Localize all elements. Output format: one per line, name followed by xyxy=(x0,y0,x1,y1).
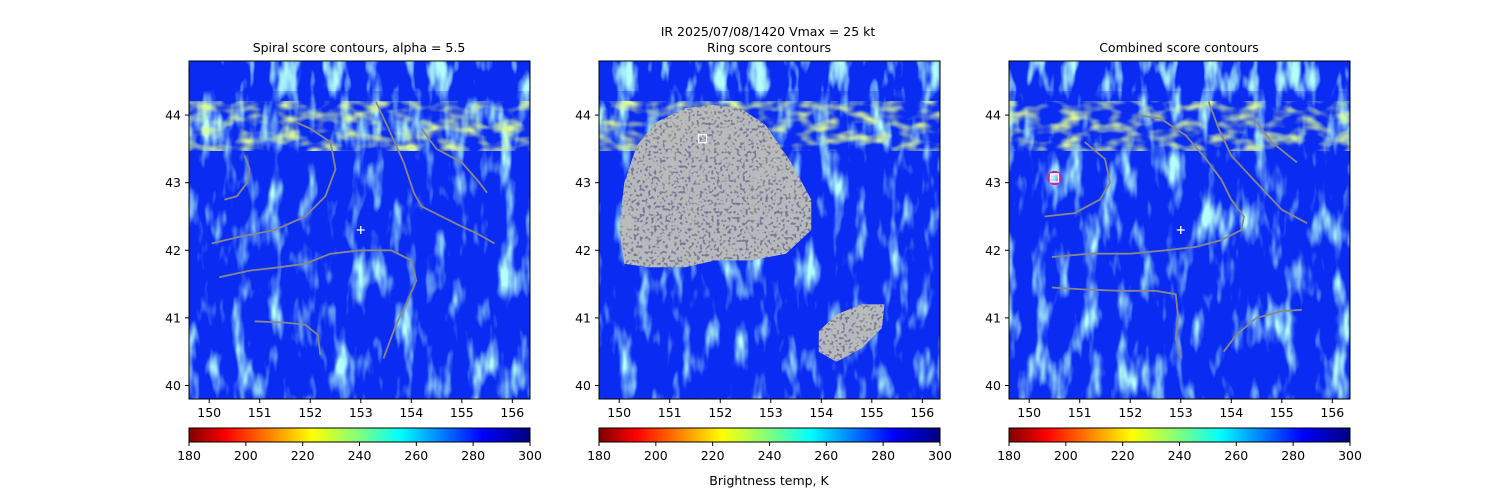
y-tick-label: 44 xyxy=(575,108,591,123)
x-tick-label: 152 xyxy=(708,405,732,420)
colorbar-tick-label: 240 xyxy=(758,448,782,463)
x-tick-label: 154 xyxy=(399,405,423,420)
ring-contour-stipple xyxy=(818,304,885,362)
panel-title: Spiral score contours, alpha = 5.5 xyxy=(253,40,466,55)
score-contour xyxy=(254,320,322,356)
x-tick-label: 150 xyxy=(197,405,221,420)
score-contour xyxy=(420,128,488,194)
x-tick-label: 154 xyxy=(1219,405,1243,420)
y-tick-label: 43 xyxy=(985,175,1001,190)
panel-title: Ring score contours xyxy=(707,40,831,55)
field-cold-band xyxy=(189,101,530,151)
score-contour xyxy=(1044,141,1111,218)
figure-suptitle: IR 2025/07/08/1420 Vmax = 25 kt xyxy=(661,24,876,39)
center-plus-marker xyxy=(1176,226,1185,234)
colorbar-tick-label: 220 xyxy=(1111,448,1135,463)
x-tick-label: 153 xyxy=(349,405,373,420)
score-contour xyxy=(375,101,496,245)
x-tick-label: 151 xyxy=(1068,405,1092,420)
panel-combined: Combined score contours 150 151 152 153 154 1… xyxy=(985,40,1362,463)
y-tick-label: 42 xyxy=(575,243,591,258)
colorbar-tick-label: 180 xyxy=(177,448,201,463)
colorbar-tick-label: 220 xyxy=(701,448,725,463)
square-marker xyxy=(697,134,708,144)
y-tick-label: 42 xyxy=(985,243,1001,258)
y-tick-label: 44 xyxy=(985,108,1001,123)
x-tick-label: 151 xyxy=(658,405,682,420)
score-contour xyxy=(224,155,251,201)
score-contour xyxy=(211,120,337,245)
center-plus-marker xyxy=(356,226,365,234)
panel-spiral: Spiral score contours, alpha = 5.5 150 15… xyxy=(165,40,542,463)
plot-frame xyxy=(1008,60,1351,400)
y-tick-label: 40 xyxy=(985,378,1001,393)
plot-frame xyxy=(598,60,941,400)
score-contour xyxy=(1207,101,1308,224)
colorbar-tick-label: 200 xyxy=(234,448,258,463)
x-tick-label: 150 xyxy=(1017,405,1041,420)
colorbar-tick-label: 280 xyxy=(871,448,895,463)
score-contour xyxy=(1051,114,1245,258)
panel-title: Combined score contours xyxy=(1099,40,1259,55)
x-tick-label: 155 xyxy=(860,405,884,420)
colorbar-label: Brightness temp, K xyxy=(709,473,829,488)
square-marker xyxy=(1049,173,1060,183)
field-top-band xyxy=(189,61,530,91)
best-center-circle-marker xyxy=(1047,170,1062,186)
score-contour xyxy=(1222,308,1303,353)
y-tick-label: 41 xyxy=(985,310,1001,325)
colorbar xyxy=(1008,427,1351,443)
colorbar-tick-label: 200 xyxy=(644,448,668,463)
ring-contour-stipple xyxy=(619,104,812,268)
y-tick-label: 41 xyxy=(575,310,591,325)
x-tick-label: 156 xyxy=(1320,405,1344,420)
colorbar xyxy=(598,427,941,443)
y-tick-label: 42 xyxy=(165,243,181,258)
field-cold-band xyxy=(1009,101,1350,151)
x-tick-label: 153 xyxy=(1169,405,1193,420)
field-top-band xyxy=(599,61,940,91)
x-tick-label: 151 xyxy=(248,405,272,420)
colorbar-tick-label: 280 xyxy=(1281,448,1305,463)
colorbar-tick-label: 300 xyxy=(928,448,952,463)
plot-frame xyxy=(188,60,531,400)
score-contour xyxy=(1255,121,1298,164)
x-tick-label: 156 xyxy=(500,405,524,420)
panel-ring: Ring score contours 150 151 152 153 154 155 15… xyxy=(575,40,952,463)
colorbar-tick-label: 220 xyxy=(291,448,315,463)
x-tick-label: 150 xyxy=(607,405,631,420)
x-tick-label: 154 xyxy=(809,405,833,420)
brightness-field xyxy=(1009,61,1350,399)
colorbar-tick-label: 260 xyxy=(404,448,428,463)
x-tick-label: 155 xyxy=(1270,405,1294,420)
colorbar-tick-label: 200 xyxy=(1054,448,1078,463)
colorbar-tick-label: 240 xyxy=(1168,448,1192,463)
colorbar xyxy=(188,427,531,443)
y-tick-label: 43 xyxy=(165,175,181,190)
colorbar-tick-label: 300 xyxy=(518,448,542,463)
colorbar-tick-label: 240 xyxy=(348,448,372,463)
x-tick-label: 156 xyxy=(910,405,934,420)
x-tick-label: 152 xyxy=(1118,405,1142,420)
x-tick-label: 153 xyxy=(759,405,783,420)
colorbar-tick-label: 280 xyxy=(461,448,485,463)
colorbar-tick-label: 180 xyxy=(997,448,1021,463)
y-tick-label: 44 xyxy=(165,108,181,123)
score-contour xyxy=(219,249,418,359)
field-top-band xyxy=(1009,61,1350,91)
y-tick-label: 41 xyxy=(165,310,181,325)
x-tick-label: 152 xyxy=(298,405,322,420)
brightness-field xyxy=(599,61,940,399)
colorbar-tick-label: 260 xyxy=(1224,448,1248,463)
y-tick-label: 43 xyxy=(575,175,591,190)
x-tick-label: 155 xyxy=(450,405,474,420)
y-tick-label: 40 xyxy=(165,378,181,393)
y-tick-label: 40 xyxy=(575,378,591,393)
score-contour xyxy=(1051,286,1182,359)
colorbar-tick-label: 300 xyxy=(1338,448,1362,463)
colorbar-tick-label: 260 xyxy=(814,448,838,463)
colorbar-tick-label: 180 xyxy=(587,448,611,463)
